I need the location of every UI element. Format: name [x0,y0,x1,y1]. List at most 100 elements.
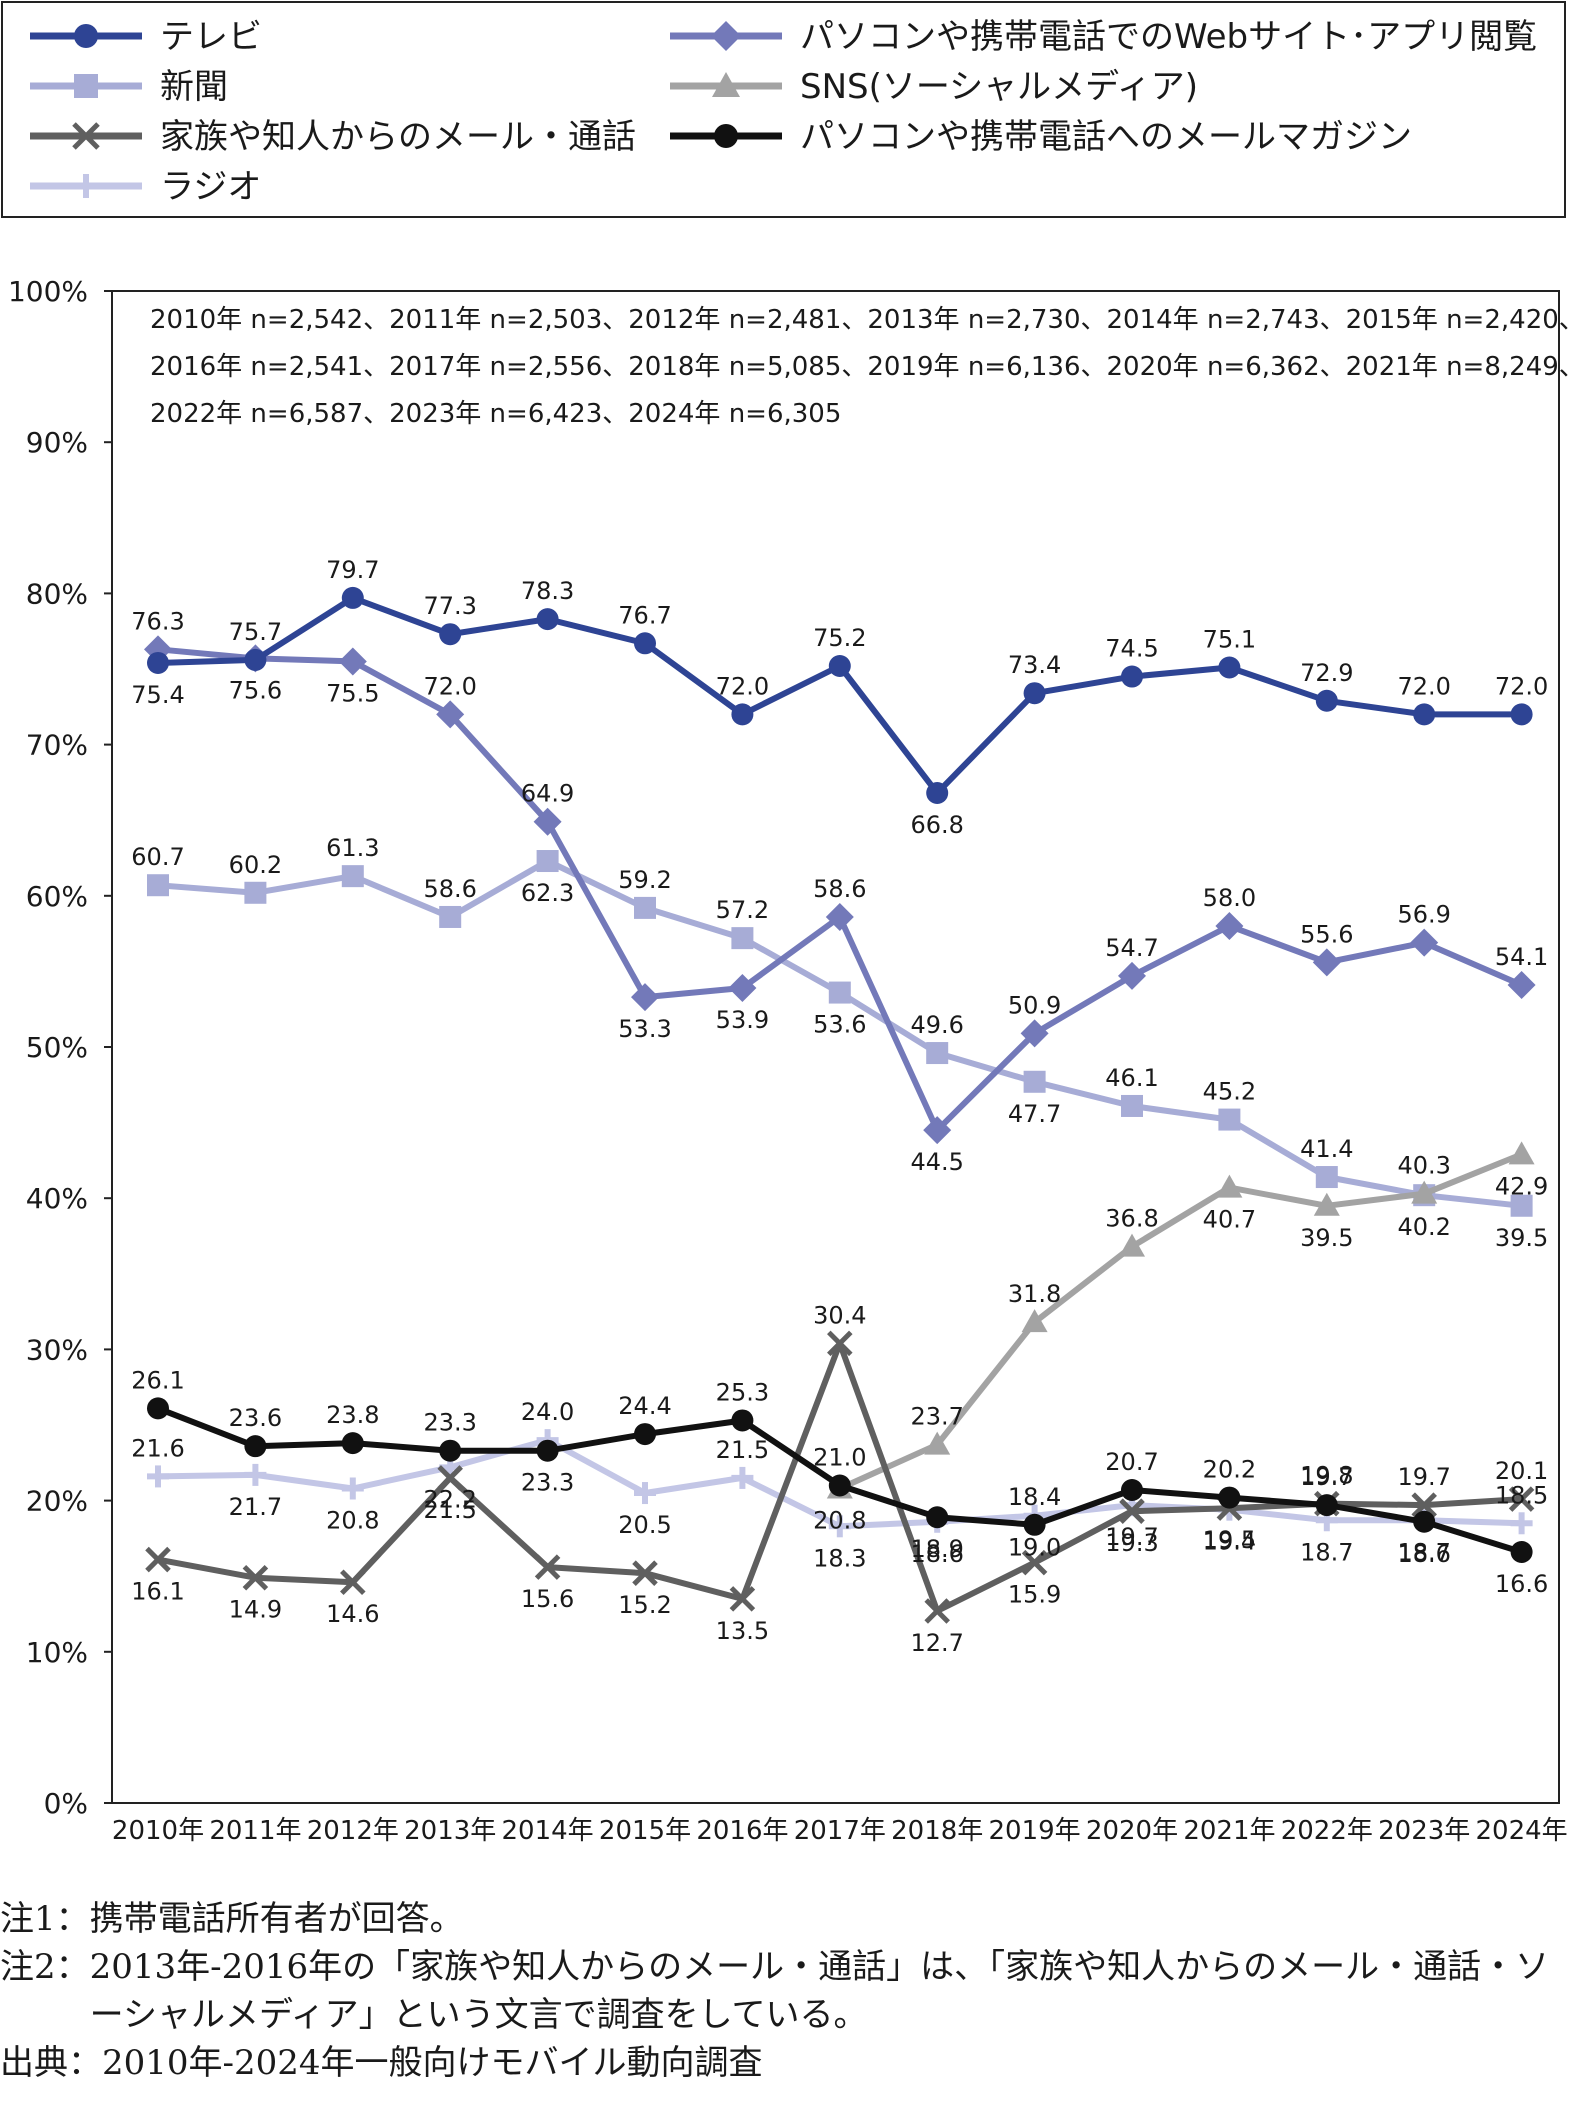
note-source: 出典： 2010年-2024年一般向けモバイル動向調査 [0,2039,1560,2087]
point-2-3-stroke-b [437,1465,463,1491]
data-label-6-2: 23.8 [326,1401,379,1429]
data-label-6-0: 26.1 [131,1366,184,1394]
series-0 [147,586,1533,804]
data-label-6-13: 18.6 [1397,1540,1450,1568]
data-label-6-8: 18.9 [910,1535,963,1563]
data-label-1-10: 46.1 [1105,1064,1158,1092]
point-2-13 [1411,1492,1437,1518]
data-label-1-14: 39.5 [1495,1224,1548,1252]
x-tick-label-6: 2016年 [696,1816,788,1846]
point-0-4 [536,608,559,631]
point-0-9 [1023,682,1046,705]
point-6-7 [828,1474,851,1497]
data-label-2-4: 15.6 [521,1585,574,1613]
point-0-0 [147,651,169,674]
data-label-1-4: 62.3 [521,879,574,907]
data-label-2-5: 15.2 [618,1591,671,1619]
point-6-2 [341,1432,364,1455]
data-label-5-14: 42.9 [1495,1172,1548,1200]
point-2-0-stroke-b [145,1546,171,1573]
point-2-2 [340,1569,366,1596]
legend-marker-6 [714,124,738,148]
data-label-3-4: 24.0 [521,1398,574,1426]
data-label-4-12: 55.6 [1300,920,1353,948]
data-label-1-6: 57.2 [716,896,769,924]
point-4-7 [825,902,854,931]
x-tick-label-10: 2020年 [1086,1816,1178,1846]
point-4-14 [1507,971,1536,1000]
data-label-6-11: 20.2 [1203,1456,1256,1484]
data-label-6-5: 24.4 [618,1392,671,1420]
point-6-5 [634,1423,656,1446]
y-tick-label-9: 90% [26,426,88,459]
data-label-4-3: 72.0 [423,672,476,700]
data-label-0-9: 73.4 [1008,651,1061,679]
point-6-8 [926,1506,949,1529]
data-label-2-11: 19.5 [1203,1526,1256,1554]
data-label-4-0: 76.3 [131,607,184,635]
plot-area [111,290,1560,1804]
point-4-4 [533,807,562,836]
point-2-8-stroke-b [924,1598,950,1624]
x-tick-label-3: 2013年 [404,1816,496,1846]
point-5-12 [1313,1192,1340,1216]
legend-label-6: パソコンや携帯電話へのメールマガジン [800,117,1412,157]
data-label-3-0: 21.6 [131,1434,184,1462]
data-label-1-5: 59.2 [618,866,671,894]
point-0-13 [1413,703,1436,726]
point-1-3 [439,905,462,928]
point-6-13 [1413,1510,1436,1533]
point-2-9-stroke-b [1021,1549,1048,1576]
x-tick-label-0: 2010年 [112,1816,204,1846]
y-tick-label-5: 50% [26,1031,88,1064]
data-label-4-7: 58.6 [813,875,866,903]
point-2-7 [827,1330,853,1357]
point-4-11 [1215,912,1244,941]
x-tick-label-5: 2015年 [599,1816,691,1846]
note-2-key: 注2： [0,1947,90,1987]
sample-size-line-0: 2010年 n=2,542、2011年 n=2,503、2012年 n=2,48… [150,305,1569,335]
data-label-0-2: 79.7 [326,556,379,584]
data-label-2-6: 13.5 [716,1617,769,1645]
data-label-6-10: 20.7 [1105,1448,1158,1476]
data-label-5-8: 23.7 [910,1403,963,1431]
legend-label-1: 新聞 [160,67,228,107]
legend-label-3: ラジオ [160,167,261,207]
point-1-5 [634,896,656,919]
point-2-0 [145,1546,171,1573]
point-2-7-stroke-b [827,1330,853,1357]
series-2 [145,1330,1535,1624]
data-label-3-12: 18.7 [1300,1538,1353,1566]
data-label-3-7: 18.3 [813,1544,866,1572]
point-2-6-stroke-b [729,1586,756,1612]
data-label-3-11: 19.4 [1203,1528,1256,1556]
x-tick-label-9: 2019年 [989,1816,1081,1846]
point-5-13 [1411,1180,1438,1204]
data-label-2-14: 20.1 [1495,1457,1548,1485]
point-1-2 [341,865,364,888]
point-2-10 [1119,1498,1145,1524]
point-4-6 [728,974,757,1003]
point-5-10 [1119,1233,1145,1257]
x-tick-label-11: 2021年 [1183,1816,1275,1846]
point-6-14 [1510,1541,1533,1564]
data-label-4-1: 75.6 [229,676,282,704]
point-2-9 [1021,1549,1048,1576]
data-label-2-1: 14.9 [229,1596,282,1624]
point-1-1 [244,881,267,904]
note-2-text: 2013年-2016年の「家族や知人からのメール・通話」は、「家族や知人からのメ… [89,1947,1550,2035]
point-2-4 [534,1554,561,1580]
point-2-3 [437,1465,463,1491]
data-label-1-11: 45.2 [1203,1078,1256,1106]
legend-marker-1 [74,74,98,98]
point-3-14 [1510,1512,1533,1535]
point-6-3 [439,1439,462,1462]
data-label-2-7: 30.4 [813,1301,866,1329]
data-label-4-5: 53.3 [618,1015,671,1043]
data-label-6-9: 18.4 [1008,1483,1061,1511]
legend-marker-2-stroke-b [72,122,100,150]
data-label-1-8: 49.6 [910,1011,963,1039]
point-2-5 [632,1560,658,1586]
x-tick-label-13: 2023年 [1378,1816,1470,1846]
sample-size-line-2: 2022年 n=6,587、2023年 n=6,423、2024年 n=6,30… [150,399,841,429]
